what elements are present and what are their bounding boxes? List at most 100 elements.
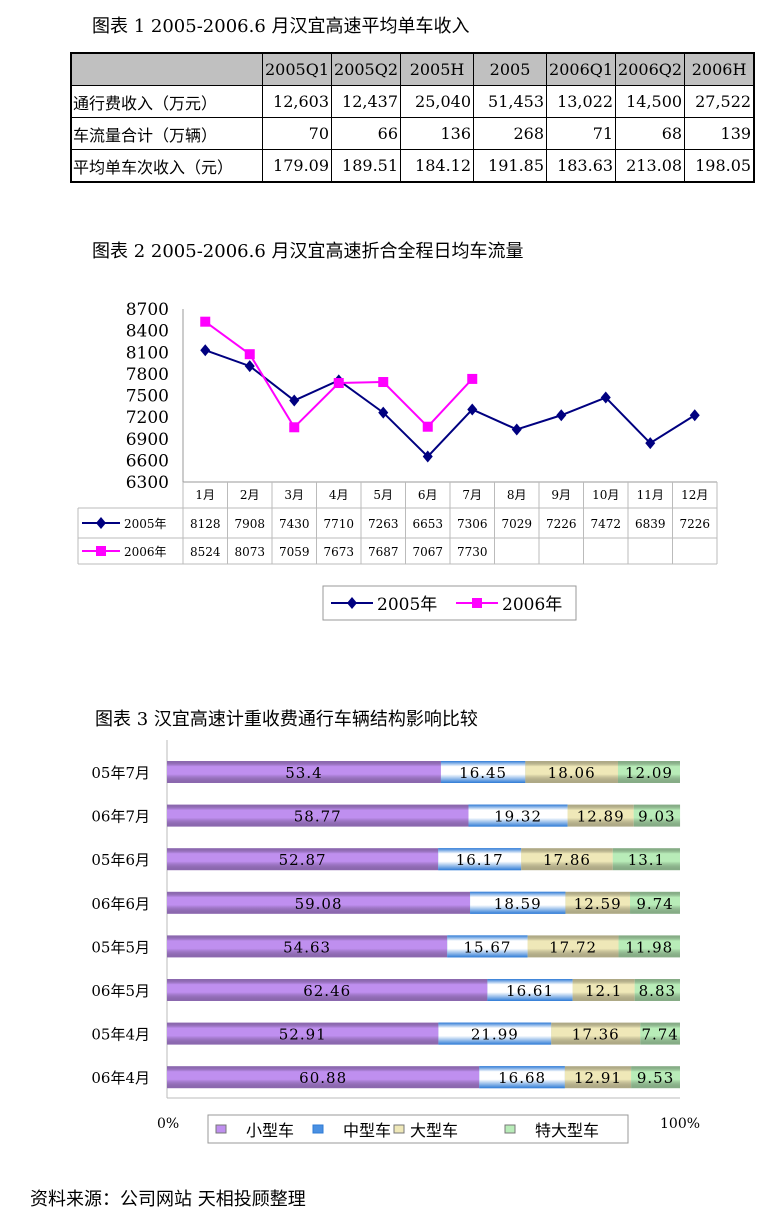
- table-row: 通行费收入（万元） 12,603 12,437 25,040 51,453 13…: [70, 85, 755, 118]
- data-point: [467, 373, 478, 384]
- legend-label: 2006年: [502, 595, 562, 615]
- bar-segment: [633, 804, 681, 827]
- table1-caption: 图表 1 2005-2006.6 月汉宜高速平均单车收入: [92, 16, 470, 37]
- header-cell: 2006H: [684, 52, 755, 86]
- cell: 51,453: [473, 85, 548, 118]
- table-series-label: 2005年: [124, 517, 167, 531]
- header-cell: 2005Q2: [331, 52, 402, 86]
- bar-value-label: 60.88: [299, 1069, 347, 1087]
- data-point: [378, 406, 389, 419]
- data-point: [645, 437, 656, 450]
- legend-label: 中型车: [343, 1121, 391, 1140]
- data-point: [200, 344, 211, 357]
- bar-segment: [525, 761, 618, 783]
- bar-value-label: 59.08: [295, 895, 343, 913]
- category-label: 06年4月: [91, 1069, 150, 1087]
- cell: 12,437: [331, 85, 402, 118]
- table-value: 7029: [501, 517, 532, 531]
- bar-segment: [634, 979, 680, 1001]
- bar-segment: [167, 1022, 439, 1045]
- table-value: 7226: [679, 517, 710, 531]
- table-value: 7472: [590, 517, 621, 531]
- legend-marker: [347, 597, 357, 609]
- category-label: 05年5月: [91, 938, 150, 956]
- table-value: 6839: [635, 517, 666, 531]
- bar-value-label: 18.06: [548, 764, 596, 782]
- chart2-title: 图表 2 2005-2006.6 月汉宜高速折合全程日均车流量: [92, 241, 524, 262]
- legend-box: [207, 1114, 629, 1144]
- cell: 71: [546, 117, 617, 150]
- x-category-label: 3月: [284, 488, 304, 502]
- table-value: 8073: [234, 545, 265, 559]
- header-cell: 2006Q1: [546, 52, 617, 86]
- data-point: [422, 421, 433, 432]
- bar-value-label: 16.17: [456, 851, 504, 869]
- bar-segment: [167, 979, 488, 1001]
- y-tick-label: 7800: [126, 365, 169, 385]
- bar-segment: [487, 979, 573, 1001]
- bar-segment: [438, 1022, 552, 1045]
- data-point: [689, 409, 700, 422]
- y-tick-label: 6900: [126, 430, 169, 450]
- header-cell: 2006Q2: [615, 52, 686, 86]
- bar-value-label: 15.67: [463, 938, 511, 956]
- cell: 191.85: [473, 149, 548, 183]
- table-value: 7673: [323, 545, 354, 559]
- x-category-label: 8月: [507, 488, 527, 502]
- data-point: [244, 349, 255, 360]
- table-value: 7226: [546, 517, 577, 531]
- bar-value-label: 9.53: [637, 1069, 674, 1087]
- cell: 12,603: [261, 85, 333, 118]
- bar-value-label: 62.46: [303, 982, 351, 1000]
- bar-segment: [167, 935, 448, 958]
- bar-chart: 05年7月 53.4 16.45 18.06 12.09 06年7月 58.77 19.32 1…: [91, 740, 700, 1144]
- legend-swatch: [215, 1124, 227, 1134]
- bar-segment: [617, 761, 680, 783]
- bar-segment: [527, 935, 619, 958]
- bar-segment: [631, 1066, 680, 1089]
- row-label: 车流量合计（万辆）: [70, 117, 263, 150]
- table-value: 7430: [279, 517, 310, 531]
- bar-segment: [468, 804, 568, 827]
- bar-segment: [618, 935, 680, 958]
- table-value: 7067: [412, 545, 443, 559]
- cell: 136: [400, 117, 475, 150]
- bar-segment: [551, 1022, 641, 1045]
- bar-segment: [167, 804, 469, 827]
- bar-segment: [447, 935, 528, 958]
- row-label: 平均单车次收入（元）: [70, 149, 263, 183]
- x-category-label: 10月: [592, 488, 619, 502]
- y-tick-label: 6600: [126, 451, 169, 471]
- table-row: 车流量合计（万辆） 70 66 136 268 71 68 139: [70, 117, 755, 150]
- table-value: 6653: [412, 517, 443, 531]
- income-table: 2005Q1 2005Q2 2005H 2005 2006Q1 2006Q2 2…: [70, 52, 756, 183]
- cell: 184.12: [400, 149, 475, 183]
- bar-value-label: 21.99: [471, 1026, 519, 1044]
- bar-value-label: 9.03: [638, 808, 675, 826]
- x-category-label: 1月: [195, 488, 215, 502]
- x-category-label: 2月: [240, 488, 260, 502]
- bar-segment: [479, 1066, 565, 1089]
- chart3-title: 图表 3 汉宜高速计重收费通行车辆结构影响比较: [95, 709, 478, 730]
- data-point: [600, 391, 611, 404]
- table-value: 7059: [279, 545, 310, 559]
- data-point: [556, 409, 567, 422]
- bar-value-label: 12.1: [585, 982, 622, 1000]
- bar-value-label: 54.63: [283, 938, 331, 956]
- data-point: [289, 422, 300, 433]
- cell: 66: [331, 117, 402, 150]
- cell: 25,040: [400, 85, 475, 118]
- bar-segment: [572, 979, 635, 1001]
- bar-value-label: 16.45: [459, 764, 507, 782]
- cell: 198.05: [684, 149, 755, 183]
- bar-value-label: 17.36: [572, 1026, 620, 1044]
- bar-value-label: 12.91: [574, 1069, 622, 1087]
- bar-segment: [167, 891, 471, 914]
- cell: 183.63: [546, 149, 617, 183]
- bar-segment: [438, 848, 522, 871]
- x-category-label: 9月: [551, 488, 571, 502]
- category-label: 06年6月: [91, 895, 150, 913]
- data-point: [289, 394, 300, 407]
- x-tick-label: 100%: [660, 1116, 700, 1132]
- bar-segment: [167, 1066, 480, 1089]
